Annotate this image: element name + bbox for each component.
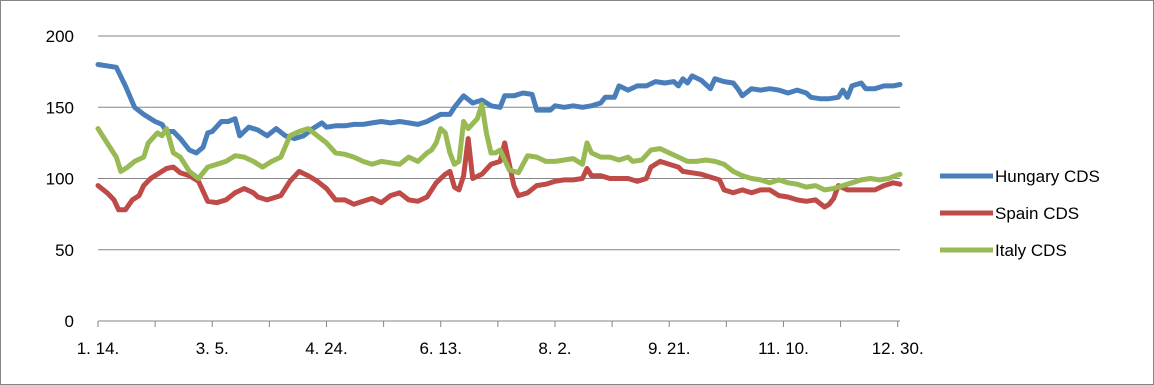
series-line-spain-cds: [95, 136, 903, 213]
y-tick-label-0: 0: [65, 312, 74, 331]
x-tick-label-4: 8. 2.: [538, 339, 571, 358]
x-tick-label-3: 6. 13.: [419, 339, 462, 358]
y-tick-label-200: 200: [46, 27, 74, 46]
y-tick-label-100: 100: [46, 170, 74, 189]
x-tick-label-1: 3. 5.: [196, 339, 229, 358]
x-tick-label-0: 1. 14.: [77, 339, 120, 358]
legend-label-spain-cds: Spain CDS: [995, 204, 1079, 223]
x-tick-label-7: 12. 30.: [872, 339, 924, 358]
series-line-italy-cds: [95, 101, 903, 193]
y-tick-label-50: 50: [55, 241, 74, 260]
x-tick-label-6: 11. 10.: [758, 339, 809, 358]
series-line-hungary-cds: [95, 62, 903, 156]
x-tick-label-2: 4. 24.: [305, 339, 348, 358]
x-tick-label-5: 9. 21.: [648, 339, 691, 358]
legend-label-italy-cds: Italy CDS: [995, 241, 1067, 260]
y-tick-label-150: 150: [46, 98, 74, 117]
legend-label-hungary-cds: Hungary CDS: [995, 167, 1100, 186]
